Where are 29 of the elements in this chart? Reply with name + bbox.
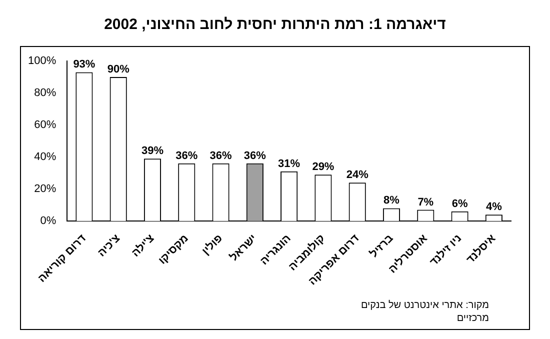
- data-label: 4%: [486, 201, 502, 214]
- text: מקור: אתרי אינטרנט של בנקים מרכזיים: [360, 299, 489, 325]
- x-tick-label: צ'ילה: [130, 232, 157, 260]
- x-tick-label: ניו זילנד: [428, 232, 464, 269]
- data-label: 6%: [452, 198, 468, 210]
- x-tick-label: צ'כיה: [96, 232, 123, 260]
- data-label: 36%: [210, 150, 232, 162]
- data-label: 24%: [346, 169, 369, 182]
- data-label: 36%: [176, 150, 198, 162]
- y-tick-label: 40%: [34, 151, 56, 164]
- data-label: 31%: [278, 158, 300, 170]
- x-tick-label: מקסיקו: [156, 232, 191, 267]
- x-tick-label: פולין: [200, 232, 226, 258]
- x-tick-label: איסלנד: [464, 232, 499, 266]
- x-tick-label: ישראל: [228, 232, 260, 264]
- data-label: 93%: [73, 58, 96, 71]
- data-label: 7%: [418, 196, 434, 208]
- y-tick-label: 20%: [34, 183, 56, 196]
- y-tick-label: 60%: [34, 119, 56, 132]
- data-label: 29%: [312, 161, 334, 174]
- y-tick-label: 0%: [40, 215, 56, 228]
- x-tick-label: דרום קוריאה: [36, 232, 89, 285]
- data-label: 36%: [244, 150, 266, 162]
- y-tick-label: 100%: [28, 55, 56, 68]
- data-label: 8%: [384, 194, 400, 207]
- data-label: 90%: [107, 64, 130, 76]
- y-tick-label: 80%: [34, 87, 56, 100]
- chart-title: דיאגרמה 1: רמת היתרות יחסית לחוב החיצוני, 2002: [103, 15, 447, 35]
- data-label: 39%: [141, 145, 164, 158]
